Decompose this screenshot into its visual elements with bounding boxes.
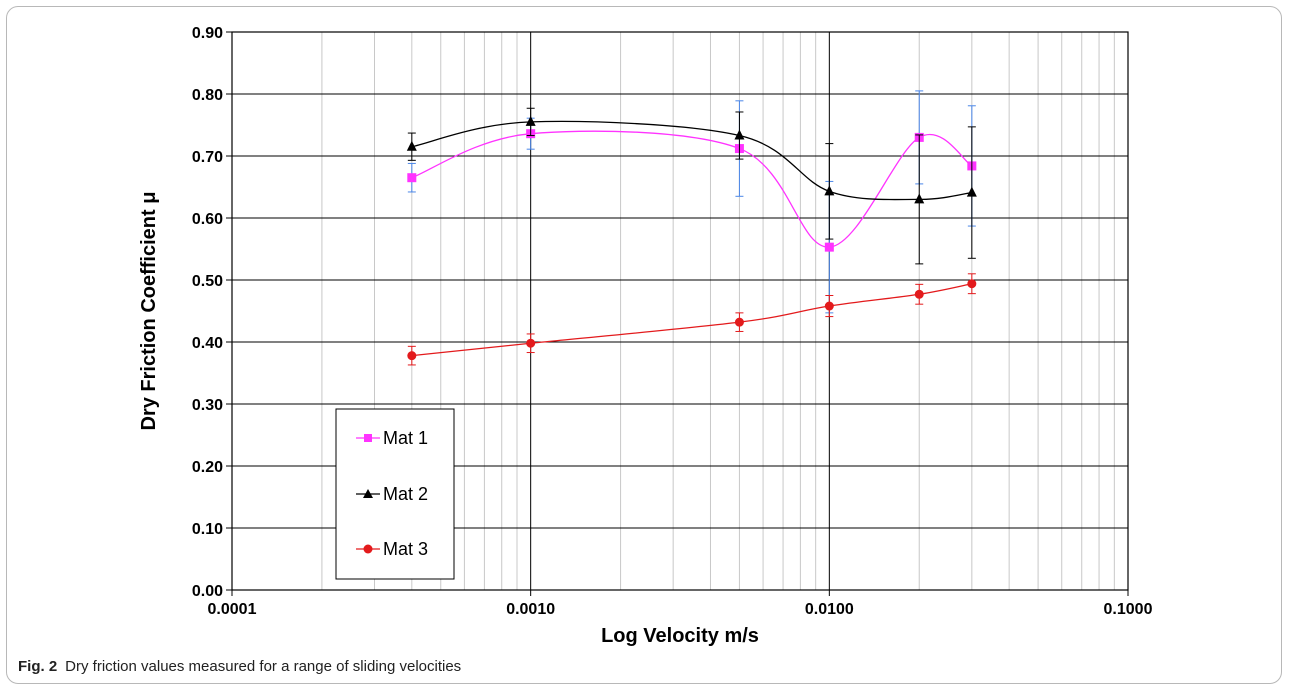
legend-item-mat-3: Mat 3 [356, 539, 428, 559]
legend-item-mat-2: Mat 2 [356, 484, 428, 504]
legend-item-mat-1: Mat 1 [356, 428, 428, 448]
y-tick-label: 0.80 [192, 87, 223, 104]
x-tick-label: 0.0001 [208, 601, 257, 618]
data-point [824, 301, 834, 311]
y-tick-label: 0.30 [192, 397, 223, 414]
y-tick-label: 0.10 [192, 521, 223, 538]
data-point [734, 129, 745, 140]
data-point [914, 289, 924, 299]
figure-caption-text: Dry friction values measured for a range… [65, 658, 462, 675]
plot-area-border [231, 31, 1129, 591]
x-axis-title: Log Velocity m/s [601, 625, 759, 647]
y-tick-label: 0.00 [192, 583, 223, 600]
legend: Mat 1 Mat 2 Mat 3 [335, 408, 455, 580]
legend-label-mat-3: Mat 3 [383, 539, 428, 559]
series-layer [406, 90, 977, 366]
legend-marker-mat-1 [364, 434, 372, 442]
x-tick-label: 0.0100 [805, 601, 854, 618]
y-tick-label: 0.90 [192, 25, 223, 42]
figure-label: Fig. 2 [18, 658, 58, 675]
y-tick-label: 0.40 [192, 335, 223, 352]
series-mat-3 [407, 273, 977, 366]
data-point [734, 317, 744, 327]
data-point [824, 242, 834, 252]
data-point [407, 173, 417, 183]
series-mat-2 [406, 107, 977, 265]
data-point [824, 185, 835, 196]
x-tick-label: 0.1000 [1104, 601, 1153, 618]
y-tick-label: 0.20 [192, 459, 223, 476]
data-point [525, 115, 536, 126]
data-point [967, 279, 977, 289]
data-point [526, 338, 536, 348]
y-axis-ticks: 0.00 0.10 0.20 0.30 0.40 0.50 0.60 0.70 0.80 0.90 [192, 25, 232, 600]
data-point [966, 186, 977, 197]
legend-box [335, 408, 455, 580]
legend-label-mat-1: Mat 1 [383, 428, 428, 448]
data-point [407, 351, 417, 361]
figure-caption: Fig. 2 Dry friction values measured for a… [18, 658, 461, 675]
x-tick-label: 0.0010 [506, 601, 555, 618]
legend-marker-mat-3 [363, 544, 373, 554]
legend-label-mat-2: Mat 2 [383, 484, 428, 504]
data-point [406, 140, 417, 151]
y-tick-label: 0.50 [192, 273, 223, 290]
y-axis-title: Dry Friction Coefficient μ [138, 192, 160, 431]
data-point [914, 193, 925, 204]
y-tick-label: 0.70 [192, 149, 223, 166]
y-tick-label: 0.60 [192, 211, 223, 228]
x-axis-ticks: 0.0001 0.0010 0.0100 0.1000 [208, 590, 1153, 618]
legend-marker-mat-2 [363, 489, 373, 498]
